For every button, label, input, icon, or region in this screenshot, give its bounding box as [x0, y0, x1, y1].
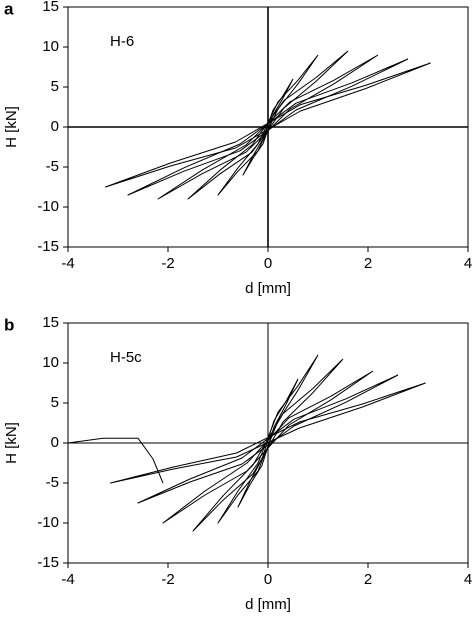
y-tick-label: 10: [42, 38, 59, 55]
hysteresis-line: [105, 62, 431, 188]
y-tick-label: 15: [42, 0, 59, 15]
hysteresis-line: [217, 354, 319, 524]
hysteresis-line: [162, 370, 374, 524]
y-tick-label: -5: [46, 474, 59, 491]
hysteresis-line: [137, 374, 399, 504]
x-tick-label: 4: [464, 255, 472, 272]
y-tick-label: -10: [37, 198, 59, 215]
x-tick-label: -4: [61, 571, 74, 588]
hysteresis-line: [237, 378, 299, 508]
y-tick-label: -15: [37, 554, 59, 571]
hysteresis-line: [67, 437, 164, 484]
x-tick-label: 0: [264, 571, 272, 588]
annotation: H-5c: [110, 349, 142, 366]
annotation: H-6: [110, 33, 134, 50]
y-tick-label: -15: [37, 238, 59, 255]
x-tick-label: 0: [264, 255, 272, 272]
y-tick-label: 5: [51, 394, 59, 411]
y-tick-label: 0: [51, 434, 59, 451]
y-tick-label: -5: [46, 158, 59, 175]
hysteresis-line: [110, 382, 426, 484]
x-tick-label: 2: [364, 571, 372, 588]
panel-label: a: [4, 0, 14, 18]
hysteresis-line: [192, 358, 344, 532]
y-tick-label: 0: [51, 118, 59, 135]
y-tick-label: 5: [51, 78, 59, 95]
x-tick-label: 2: [364, 255, 372, 272]
y-tick-label: -10: [37, 514, 59, 531]
x-axis-label: d [mm]: [245, 596, 291, 613]
y-axis-label: H [kN]: [3, 422, 20, 464]
x-tick-label: -2: [161, 571, 174, 588]
hysteresis-line: [157, 54, 379, 200]
x-tick-label: -2: [161, 255, 174, 272]
y-tick-label: 15: [42, 314, 59, 331]
x-tick-label: 4: [464, 571, 472, 588]
hysteresis-line: [127, 58, 409, 196]
x-tick-label: -4: [61, 255, 74, 272]
y-tick-label: 10: [42, 354, 59, 371]
y-axis-label: H [kN]: [3, 106, 20, 148]
panel-label: b: [4, 315, 14, 334]
x-axis-label: d [mm]: [245, 280, 291, 297]
hysteresis-line: [217, 54, 319, 196]
